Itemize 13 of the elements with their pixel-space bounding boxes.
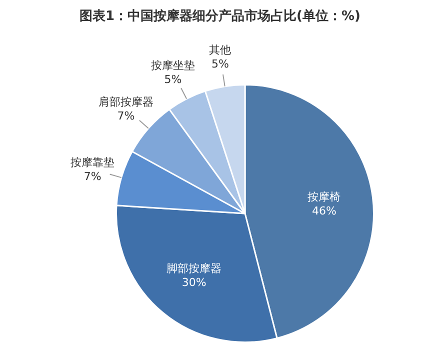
data-label: 46% bbox=[312, 204, 336, 218]
slice-label: 其他 bbox=[209, 44, 232, 57]
data-label: 7% bbox=[84, 170, 102, 184]
data-label: 5% bbox=[164, 73, 182, 86]
slice-label: 按摩靠垫 bbox=[70, 156, 115, 170]
data-label: 5% bbox=[211, 58, 229, 71]
slice-label: 按摩坐垫 bbox=[150, 59, 195, 72]
data-label: 30% bbox=[182, 276, 206, 290]
slice-label: 肩部按摩器 bbox=[98, 96, 154, 109]
slice-label: 按摩椅 bbox=[308, 190, 341, 204]
slice-label: 脚部按摩器 bbox=[166, 262, 222, 276]
chart-title: 图表1：中国按摩器细分产品市场占比(单位：%) bbox=[78, 8, 362, 26]
data-label: 7% bbox=[117, 110, 135, 123]
